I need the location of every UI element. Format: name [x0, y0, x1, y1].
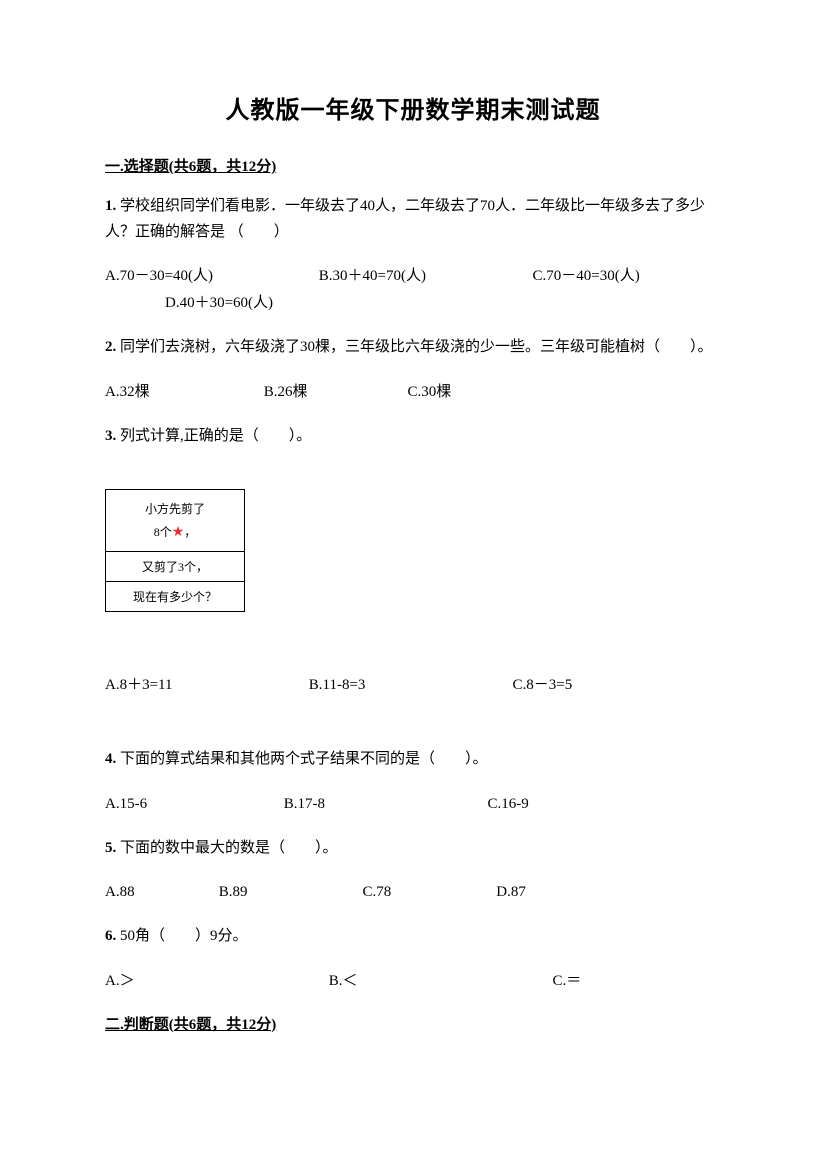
q2-opt-a: A.32棵	[105, 379, 260, 406]
q6-opt-b: B.＜	[329, 968, 549, 995]
q5-text: 下面的数中最大的数是（ ）。	[120, 840, 338, 856]
q2-opt-b: B.26棵	[264, 379, 404, 406]
q2-text: 同学们去浇树，六年级浇了30棵，三年级比六年级浇的少一些。三年级可能植树（ ）。	[120, 339, 713, 355]
page-title: 人教版一年级下册数学期末测试题	[105, 90, 721, 125]
q6-text: 50角（ ）9分。	[120, 928, 248, 944]
q4-opt-a: A.15-6	[105, 791, 280, 818]
q5-num: 5.	[105, 840, 116, 856]
star-icon: ★	[172, 525, 185, 540]
q6-options: A.＞ B.＜ C.＝	[105, 968, 721, 995]
q1-opt-d: D.40＋30=60(人)	[165, 290, 273, 317]
q5-options: A.88 B.89 C.78 D.87	[105, 879, 721, 906]
q3-box-line3: 又剪了3个，	[106, 552, 244, 582]
q4-num: 4.	[105, 751, 116, 767]
q1-num: 1.	[105, 198, 116, 214]
section-1-header: 一.选择题(共6题，共12分)	[105, 155, 721, 176]
q4-options: A.15-6 B.17-8 C.16-9	[105, 791, 721, 818]
q3-box-line2: 8个★，	[110, 523, 240, 541]
q4-opt-b: B.17-8	[284, 791, 484, 818]
q3-box-line1: 小方先剪了	[110, 500, 240, 517]
q3-box-top: 小方先剪了 8个★，	[106, 490, 244, 552]
q3-opt-b: B.11-8=3	[309, 672, 509, 699]
question-3: 3. 列式计算,正确的是（ ）。	[105, 424, 721, 450]
question-6: 6. 50角（ ）9分。	[105, 924, 721, 950]
q4-opt-c: C.16-9	[488, 791, 529, 818]
q3-box-line2-suffix: ，	[184, 525, 196, 539]
q3-box-line4: 现在有多少个？	[106, 582, 244, 611]
q3-options: A.8＋3=11 B.11-8=3 C.8－3=5	[105, 672, 721, 699]
q3-box-line2-prefix: 8个	[154, 525, 172, 539]
question-4: 4. 下面的算式结果和其他两个式子结果不同的是（ ）。	[105, 747, 721, 773]
q1-options: A.70－30=40(人) B.30＋40=70(人) C.70－40=30(人…	[105, 263, 721, 317]
q3-text: 列式计算,正确的是（ ）。	[120, 428, 311, 444]
question-5: 5. 下面的数中最大的数是（ ）。	[105, 836, 721, 862]
q3-box: 小方先剪了 8个★， 又剪了3个， 现在有多少个？	[105, 489, 245, 612]
q1-opt-b: B.30＋40=70(人)	[319, 263, 529, 290]
q4-text: 下面的算式结果和其他两个式子结果不同的是（ ）。	[120, 751, 488, 767]
q6-opt-a: A.＞	[105, 968, 325, 995]
q2-num: 2.	[105, 339, 116, 355]
q5-opt-b: B.89	[219, 879, 359, 906]
section-2-header: 二.判断题(共6题，共12分)	[105, 1013, 721, 1034]
q5-opt-d: D.87	[496, 879, 526, 906]
q1-opt-c: C.70－40=30(人)	[533, 263, 640, 290]
question-1: 1. 学校组织同学们看电影．一年级去了40人，二年级去了70人．二年级比一年级多…	[105, 194, 721, 245]
q1-opt-a: A.70－30=40(人)	[105, 263, 315, 290]
q2-options: A.32棵 B.26棵 C.30棵	[105, 379, 721, 406]
q2-opt-c: C.30棵	[408, 379, 452, 406]
question-2: 2. 同学们去浇树，六年级浇了30棵，三年级比六年级浇的少一些。三年级可能植树（…	[105, 335, 721, 361]
q3-opt-c: C.8－3=5	[513, 672, 573, 699]
q1-text: 学校组织同学们看电影．一年级去了40人，二年级去了70人．二年级比一年级多去了多…	[105, 198, 705, 240]
q5-opt-c: C.78	[363, 879, 493, 906]
q3-opt-a: A.8＋3=11	[105, 672, 305, 699]
q6-opt-c: C.＝	[553, 968, 582, 995]
q5-opt-a: A.88	[105, 879, 215, 906]
q3-num: 3.	[105, 428, 116, 444]
q6-num: 6.	[105, 928, 116, 944]
